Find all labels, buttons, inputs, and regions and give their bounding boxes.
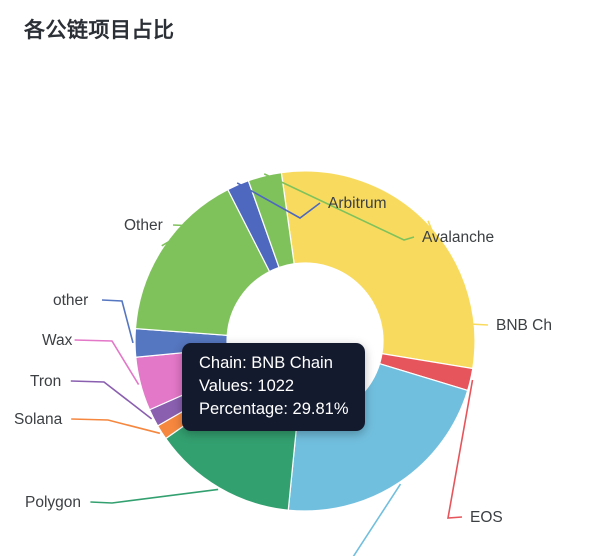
page-title: 各公链项目占比 — [24, 19, 175, 42]
slice-label-wax: Wax — [42, 332, 73, 349]
leader-line-other — [161, 224, 199, 247]
leader-lines-group — [70, 173, 489, 556]
pie-slices-group — [134, 170, 476, 512]
slice-label-polygon: Polygon — [25, 494, 81, 511]
slice-label-bnb-chain: BNB Ch — [496, 317, 552, 334]
leader-line-wax — [74, 339, 140, 385]
slice-label-arbitrum: Arbitrum — [328, 195, 387, 212]
donut-chart-svg: BNB ChEOSEthereumPolygonSolanaTronWaxoth… — [14, 170, 552, 556]
leader-line-polygon — [90, 488, 219, 504]
leader-line-solana — [71, 418, 161, 435]
slice-label-tron: Tron — [30, 373, 61, 390]
leader-line-tron — [70, 380, 153, 420]
leader-line-eos — [447, 379, 474, 519]
donut-chart-plot-area: BNB ChEOSEthereumPolygonSolanaTronWaxoth… — [0, 60, 600, 556]
slice-labels-group: BNB ChEOSEthereumPolygonSolanaTronWaxoth… — [14, 195, 552, 526]
leader-line-avalanche — [263, 173, 415, 241]
pie-slice-other[interactable] — [134, 188, 271, 336]
pie-slice-bnb-chain[interactable] — [280, 170, 476, 370]
slice-label-other: Other — [124, 217, 163, 234]
slice-label-avalanche: Avalanche — [422, 229, 494, 246]
slice-label-eos: EOS — [470, 509, 503, 526]
slice-label-solana: Solana — [14, 411, 63, 428]
leader-line-arbitrum — [236, 182, 321, 219]
leader-line-bnb-chain — [427, 220, 489, 326]
pie-slice-ethereum[interactable] — [287, 362, 469, 512]
leader-line-ethereum — [352, 483, 402, 556]
slice-label-other: other — [53, 292, 88, 309]
leader-line-other — [101, 299, 134, 344]
